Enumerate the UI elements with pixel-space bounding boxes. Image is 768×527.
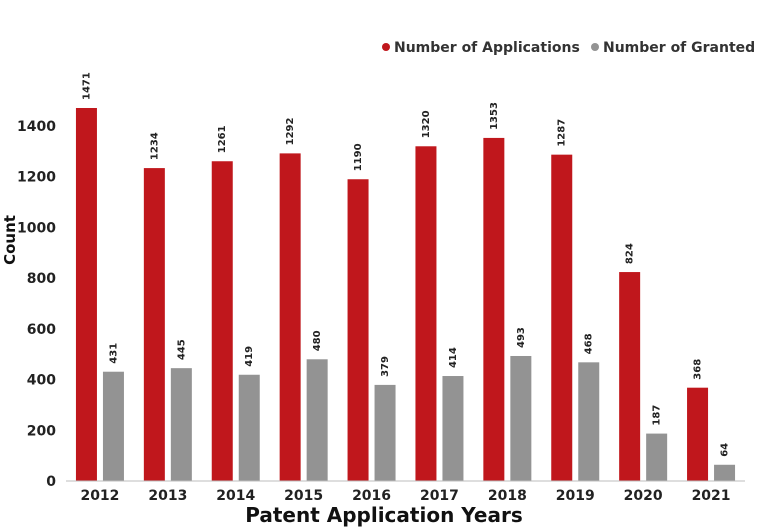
data-label-granted-2019: 468 — [584, 333, 595, 354]
data-label-granted-2017: 414 — [448, 347, 459, 368]
data-label-granted-2018: 493 — [516, 327, 527, 348]
x-tick-label: 2018 — [488, 488, 527, 504]
x-tick-label: 2016 — [352, 488, 391, 504]
bar-application-2012 — [75, 107, 97, 481]
bar-granted-2012 — [102, 371, 124, 481]
bar-application-2013 — [143, 168, 165, 482]
legend-label-granted: Number of Granted — [603, 40, 755, 56]
bar-granted-2017 — [442, 376, 464, 481]
y-tick-label: 1400 — [17, 119, 56, 135]
x-tick-label: 2013 — [148, 488, 187, 504]
y-tick-label: 600 — [27, 322, 56, 338]
y-tick-label: 400 — [27, 373, 56, 389]
data-label-application-2021: 368 — [693, 359, 704, 380]
bar-application-2016 — [347, 179, 369, 481]
y-tick-label: 1000 — [17, 220, 56, 236]
bars — [75, 107, 736, 482]
bar-granted-2019 — [578, 362, 600, 481]
y-tick-label: 200 — [27, 423, 56, 439]
data-label-application-2020: 824 — [625, 243, 636, 264]
bar-granted-2020 — [646, 433, 668, 481]
data-label-application-2019: 1287 — [557, 119, 568, 147]
data-label-application-2013: 1234 — [149, 132, 160, 160]
bar-application-2021 — [687, 387, 709, 481]
bar-granted-2021 — [714, 464, 736, 481]
x-axis-title: Patent Application Years — [245, 503, 523, 527]
data-label-granted-2012: 431 — [108, 343, 119, 364]
data-label-granted-2013: 445 — [176, 339, 187, 360]
bar-application-2017 — [415, 146, 437, 482]
data-label-granted-2021: 64 — [720, 443, 731, 457]
data-label-granted-2014: 419 — [244, 346, 255, 367]
legend-marker-applications — [382, 43, 390, 51]
bar-application-2015 — [279, 153, 301, 481]
legend-label-applications: Number of Applications — [394, 40, 580, 56]
data-labels: 1471 431 1234 445 1261 419 1292 480 1190 379 1320 4… — [81, 72, 730, 457]
x-axis: 2012 2013 2014 2015 2016 2017 2018 2019 2020 2021 — [80, 488, 730, 504]
bar-granted-2014 — [238, 374, 260, 481]
data-label-application-2016: 1190 — [353, 143, 364, 171]
data-label-application-2017: 1320 — [421, 110, 432, 138]
data-label-application-2014: 1261 — [217, 125, 228, 153]
bar-granted-2013 — [170, 368, 192, 481]
y-axis: 0 200 400 600 800 1000 1200 1400 — [17, 119, 56, 490]
bar-application-2020 — [619, 272, 641, 481]
y-tick-label: 0 — [46, 474, 56, 490]
data-label-granted-2016: 379 — [380, 356, 391, 377]
x-tick-label: 2015 — [284, 488, 323, 504]
x-tick-label: 2017 — [420, 488, 459, 504]
bar-application-2014 — [211, 161, 233, 481]
data-label-granted-2020: 187 — [652, 405, 663, 426]
y-tick-label: 1200 — [17, 170, 56, 186]
y-axis-title: Count — [1, 215, 19, 265]
bar-granted-2015 — [306, 359, 328, 481]
bar-application-2019 — [551, 154, 573, 481]
bar-granted-2016 — [374, 384, 396, 481]
bar-application-2018 — [483, 137, 505, 482]
data-label-application-2018: 1353 — [489, 102, 500, 130]
bar-granted-2018 — [510, 355, 532, 481]
x-tick-label: 2019 — [556, 488, 595, 504]
x-tick-label: 2014 — [216, 488, 255, 504]
x-tick-label: 2012 — [80, 488, 119, 504]
x-tick-label: 2020 — [624, 488, 663, 504]
data-label-granted-2015: 480 — [312, 330, 323, 351]
data-label-application-2015: 1292 — [285, 118, 296, 146]
y-tick-label: 800 — [27, 271, 56, 287]
x-tick-label: 2021 — [692, 488, 731, 504]
legend-marker-granted — [591, 43, 599, 51]
legend: Number of Applications Number of Granted — [382, 40, 755, 56]
data-label-application-2012: 1471 — [81, 72, 92, 100]
